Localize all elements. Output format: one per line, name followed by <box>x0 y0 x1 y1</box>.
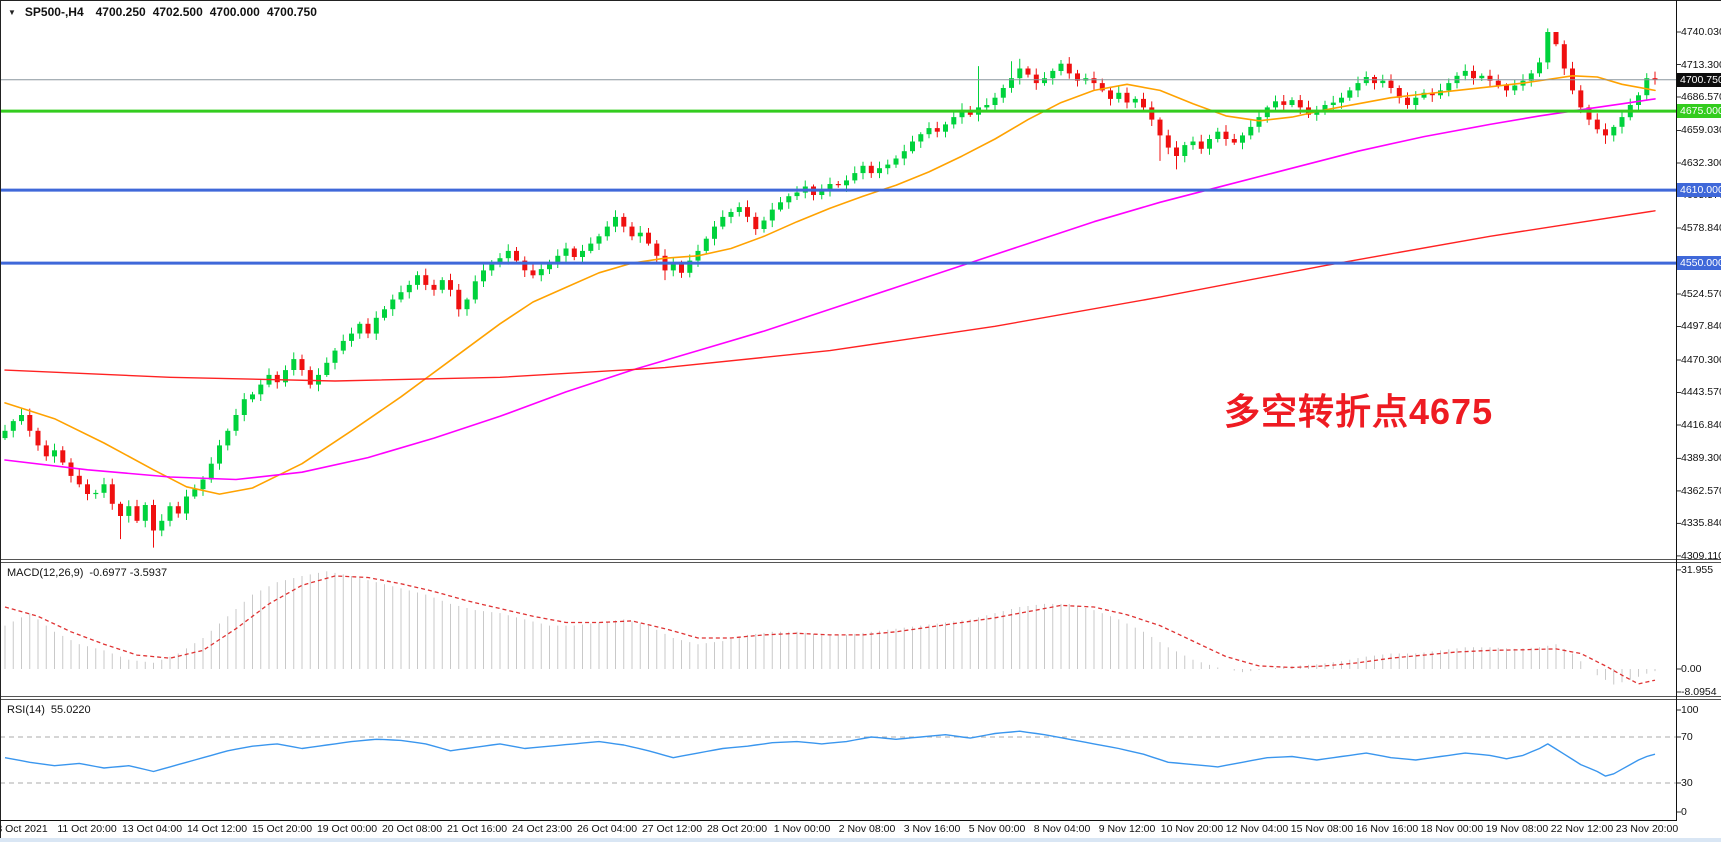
date-label: 16 Nov 16:00 <box>1355 823 1419 835</box>
close-value: 4700.750 <box>266 5 317 19</box>
ma-medium-line <box>4 98 1656 481</box>
macd-histogram <box>4 571 1656 685</box>
date-label: 11 Oct 20:00 <box>57 823 117 835</box>
price-axis-label: 4686.570 <box>1681 91 1721 103</box>
date-label: 19 Nov 08:00 <box>1485 823 1549 835</box>
price-annotation: 多空转折点4675 <box>1224 391 1494 432</box>
macd-values: -0.6977 -3.5937 <box>89 567 168 579</box>
macd-name: MACD(12,26,9) <box>7 567 84 579</box>
macd-axis-label: 31.955 <box>1681 563 1714 576</box>
price-axis-label: 4309.110 <box>1681 549 1721 562</box>
rsi-line <box>4 730 1656 777</box>
price-axis-label: 4497.840 <box>1681 320 1721 333</box>
date-label: 23 Nov 20:00 <box>1615 823 1679 835</box>
price-axis-label: 4362.570 <box>1681 484 1721 497</box>
date-label: 24 Oct 23:00 <box>511 823 573 835</box>
low-value: 4700.000 <box>209 5 260 19</box>
rsi-axis-label: 70 <box>1681 730 1693 743</box>
date-label: 8 Oct 2021 <box>0 823 48 835</box>
symbol-dropdown-icon[interactable]: ▼ <box>8 7 16 17</box>
price-axis-label: 4713.300 <box>1681 58 1721 71</box>
open-value: 4700.250 <box>95 5 146 19</box>
current-price-line-badge: 4700.750 <box>1677 72 1721 87</box>
date-label: 1 Nov 00:00 <box>773 823 831 835</box>
window-bottom-edge <box>0 838 1721 842</box>
date-label: 26 Oct 04:00 <box>576 823 638 835</box>
ma-slow-line <box>4 210 1656 382</box>
support-line-4610-badge: 4610.000 <box>1677 183 1721 198</box>
price-axis-label: 4335.840 <box>1681 517 1721 530</box>
macd-axis-label: -8.0954 <box>1681 686 1717 698</box>
date-label: 28 Oct 20:00 <box>706 823 768 835</box>
ma-fast-line <box>4 75 1656 495</box>
price-axis-label: 4524.570 <box>1681 287 1721 300</box>
price-axis-label: 4416.840 <box>1681 418 1721 431</box>
date-label: 13 Oct 04:00 <box>121 823 183 835</box>
date-label: 5 Nov 00:00 <box>968 823 1026 835</box>
rsi-axis-label: 30 <box>1681 776 1693 789</box>
date-label: 18 Nov 00:00 <box>1420 823 1484 835</box>
date-label: 15 Oct 20:00 <box>251 823 313 835</box>
pivot-line-4675-badge: 4675.000 <box>1677 104 1721 119</box>
date-label: 2 Nov 08:00 <box>838 823 896 835</box>
date-label: 14 Oct 12:00 <box>186 823 248 835</box>
date-label: 10 Nov 20:00 <box>1160 823 1224 835</box>
symbol-label: SP500-,H4 <box>24 5 84 19</box>
rsi-indicator-label: RSI(14) 55.0220 <box>7 704 91 716</box>
macd-axis-label: 0.00 <box>1681 663 1702 675</box>
date-label: 19 Oct 00:00 <box>316 823 378 835</box>
candlestick-series <box>2 28 1658 548</box>
macd-indicator-label: MACD(12,26,9) -0.6977 -3.5937 <box>7 567 167 579</box>
price-axis-label: 4740.030 <box>1681 26 1721 38</box>
macd-signal-line <box>4 575 1656 685</box>
date-label: 3 Nov 16:00 <box>903 823 961 835</box>
date-label: 8 Nov 04:00 <box>1033 823 1091 835</box>
high-value: 4702.500 <box>152 5 203 19</box>
date-label: 22 Nov 12:00 <box>1550 823 1614 835</box>
date-label: 27 Oct 12:00 <box>641 823 703 835</box>
price-axis-label: 4659.030 <box>1681 124 1721 137</box>
rsi-axis-label: 100 <box>1681 704 1699 716</box>
price-axis-label: 4578.840 <box>1681 221 1721 234</box>
support-line-4550-badge: 4550.000 <box>1677 256 1721 271</box>
price-axis-label: 4632.300 <box>1681 156 1721 169</box>
price-axis-label: 4389.300 <box>1681 452 1721 465</box>
date-label: 9 Nov 12:00 <box>1098 823 1156 835</box>
price-axis-label: 4443.570 <box>1681 386 1721 399</box>
ohlc-header: ▼ SP500-,H4 4700.250 4702.500 4700.000 4… <box>8 5 324 19</box>
date-label: 21 Oct 16:00 <box>446 823 508 835</box>
price-axis-label: 4470.300 <box>1681 353 1721 366</box>
date-label: 20 Oct 08:00 <box>381 823 443 835</box>
date-label: 12 Nov 04:00 <box>1225 823 1289 835</box>
date-label: 15 Nov 08:00 <box>1290 823 1354 835</box>
rsi-axis-label: 0 <box>1681 806 1687 818</box>
rsi-value: 55.0220 <box>50 704 91 716</box>
rsi-name: RSI(14) <box>7 704 45 716</box>
